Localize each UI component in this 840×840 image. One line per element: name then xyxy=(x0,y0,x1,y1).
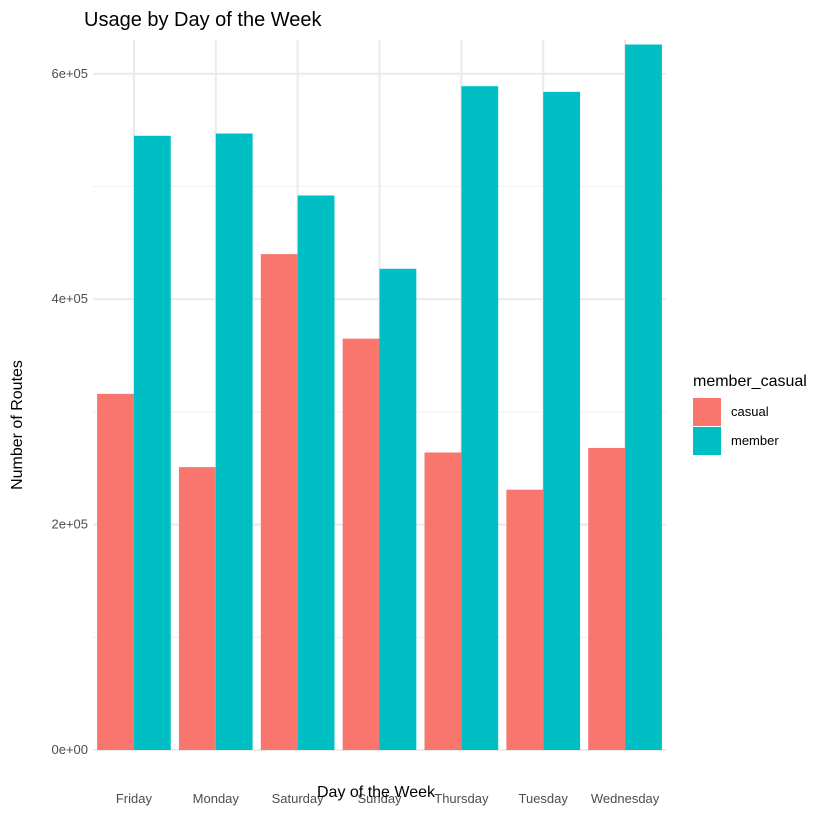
y-tick-label-1: 2e+05 xyxy=(51,517,88,532)
y-axis-ticks: 0e+00 2e+05 4e+05 6e+05 xyxy=(51,66,88,757)
x-tick-label-monday: Monday xyxy=(193,791,240,806)
x-tick-label-sunday: Sunday xyxy=(357,791,402,806)
bar-tuesday-casual xyxy=(506,489,544,750)
bar-saturday-casual xyxy=(260,254,298,750)
bar-thursday-casual xyxy=(424,452,462,750)
legend-swatch-member xyxy=(693,427,721,455)
bar-friday-casual xyxy=(97,393,134,750)
bar-saturday-member xyxy=(297,195,335,750)
y-tick-label-2: 4e+05 xyxy=(51,291,88,306)
legend-label-member: member xyxy=(731,433,779,448)
x-tick-label-wednesday: Wednesday xyxy=(591,791,660,806)
bars-layer xyxy=(97,44,662,751)
bar-thursday-member xyxy=(461,86,499,750)
x-tick-label-saturday: Saturday xyxy=(272,791,325,806)
x-tick-label-thursday: Thursday xyxy=(434,791,489,806)
bar-tuesday-member xyxy=(543,91,581,751)
legend-title: member_casual xyxy=(693,373,807,390)
y-axis-title: Number of Routes xyxy=(9,360,26,490)
legend-label-casual: casual xyxy=(731,404,769,419)
bar-sunday-casual xyxy=(342,338,380,750)
x-tick-label-tuesday: Tuesday xyxy=(519,791,569,806)
bar-wednesday-member xyxy=(625,44,662,751)
x-axis-title: Day of the Week xyxy=(317,784,436,801)
y-tick-label-0: 0e+00 xyxy=(51,742,88,757)
legend: member_casual casual member xyxy=(693,373,807,455)
bar-friday-member xyxy=(133,135,171,751)
x-axis-ticks: Friday Monday Saturday Sunday Thursday Tuesda… xyxy=(116,791,660,806)
chart-title: Usage by Day of the Week xyxy=(84,9,323,31)
bar-monday-member xyxy=(215,133,253,751)
y-tick-label-3: 6e+05 xyxy=(51,66,88,81)
bar-monday-casual xyxy=(178,467,216,750)
bar-sunday-member xyxy=(379,268,417,750)
legend-swatch-casual xyxy=(693,398,721,426)
bar-wednesday-casual xyxy=(588,447,626,750)
x-tick-label-friday: Friday xyxy=(116,791,153,806)
